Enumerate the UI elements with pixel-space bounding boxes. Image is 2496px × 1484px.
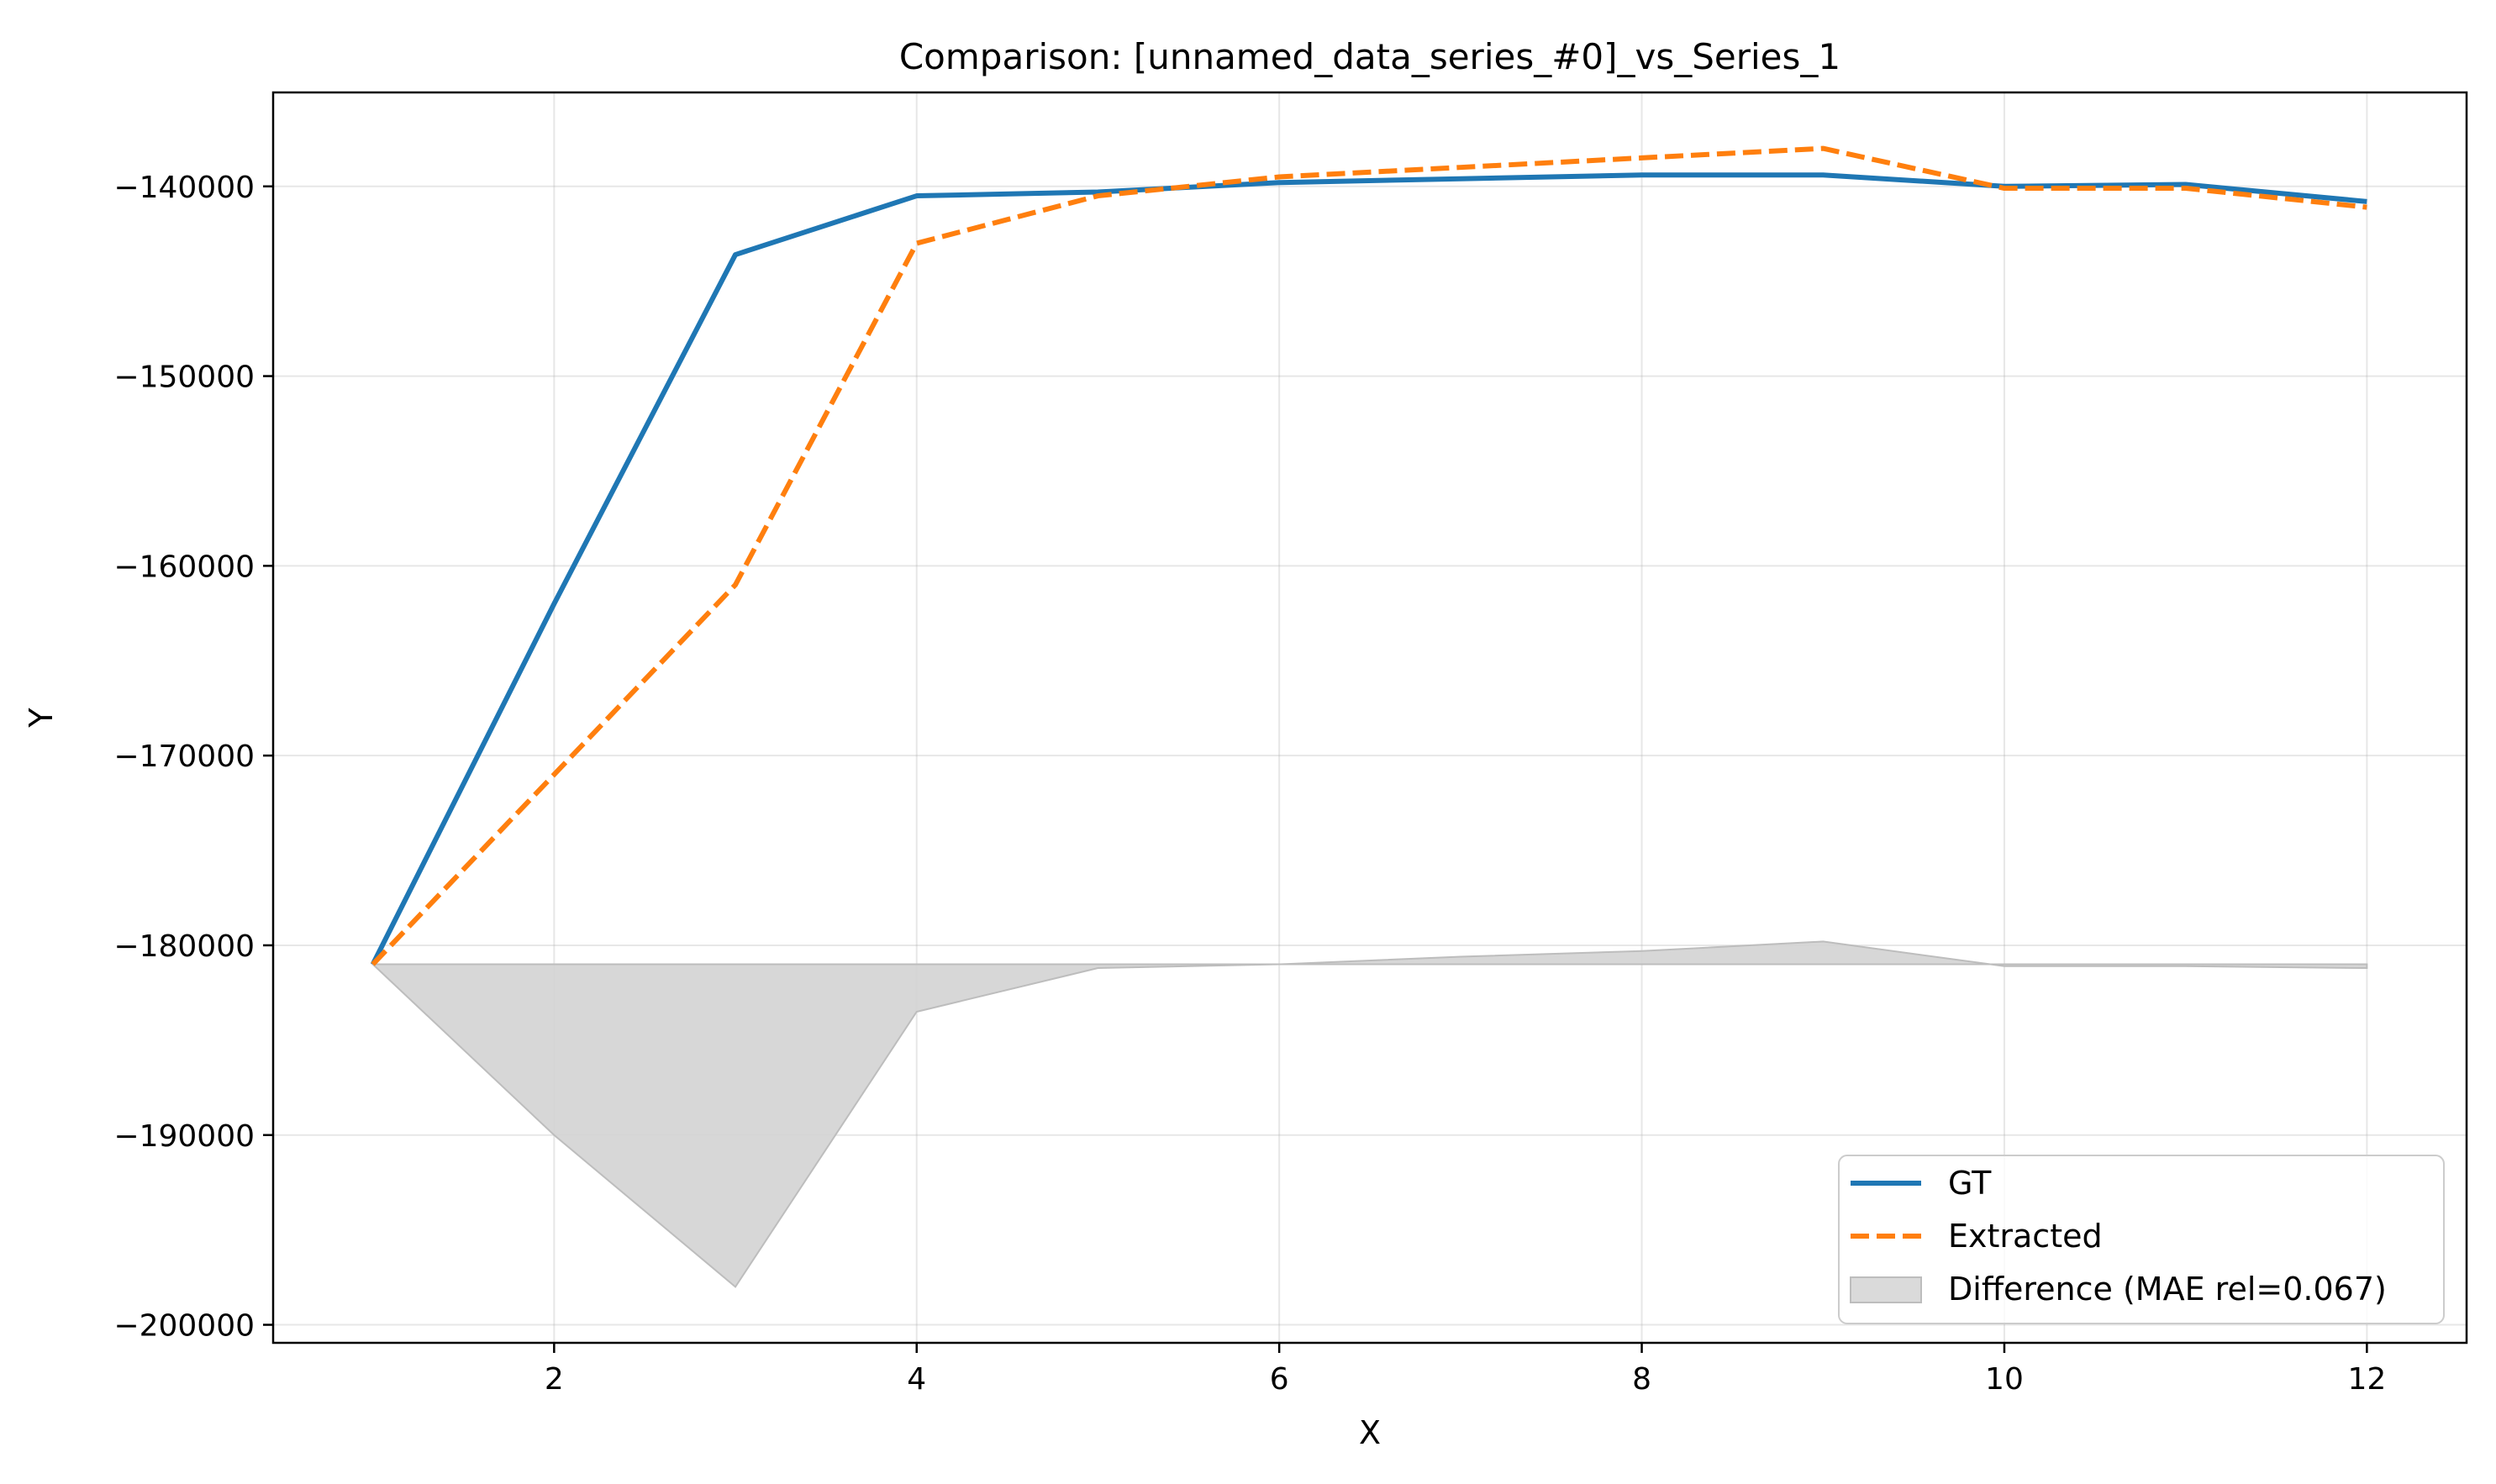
x-tick-label: 8 <box>1632 1362 1651 1397</box>
y-tick-label: −170000 <box>113 739 255 774</box>
y-tick-label: −180000 <box>113 929 255 964</box>
difference-area <box>371 940 2368 1288</box>
legend-frame <box>1838 1155 2445 1324</box>
y-tick-label: −160000 <box>113 550 255 584</box>
legend-extracted-label: Extracted <box>1948 1218 2103 1255</box>
x-tick-label: 2 <box>545 1362 564 1397</box>
legend-gt-label: GT <box>1948 1165 1992 1202</box>
legend-difference-swatch <box>1850 1276 1922 1303</box>
y-tick-label: −150000 <box>113 360 255 395</box>
y-axis-label: Y <box>23 708 60 729</box>
x-tick-label: 10 <box>1985 1362 2024 1397</box>
y-tick-label: −140000 <box>113 171 255 205</box>
legend-difference-label: Difference (MAE rel=0.067) <box>1948 1271 2387 1308</box>
x-tick-label: 12 <box>2347 1362 2386 1397</box>
x-tick-layer: 2 4 6 8 10 12 <box>545 1343 2386 1397</box>
y-tick-layer: −140000 −150000 −160000 −170000 −180000 −1900… <box>113 171 273 1344</box>
legend: GT Extracted Difference (MAE rel=0.067) <box>1838 1155 2445 1324</box>
chart-title: Comparison: [unnamed_data_series_#0]_vs_… <box>899 36 1840 77</box>
x-tick-label: 4 <box>907 1362 926 1397</box>
y-tick-label: −190000 <box>113 1119 255 1154</box>
difference-layer <box>371 940 2368 1288</box>
extracted-series-line <box>371 145 2367 966</box>
x-tick-label: 6 <box>1270 1362 1289 1397</box>
series-layer <box>370 145 2367 966</box>
plot-frame <box>271 91 2468 1345</box>
y-tick-label: −200000 <box>113 1309 255 1344</box>
x-axis-label: X <box>1359 1414 1381 1451</box>
